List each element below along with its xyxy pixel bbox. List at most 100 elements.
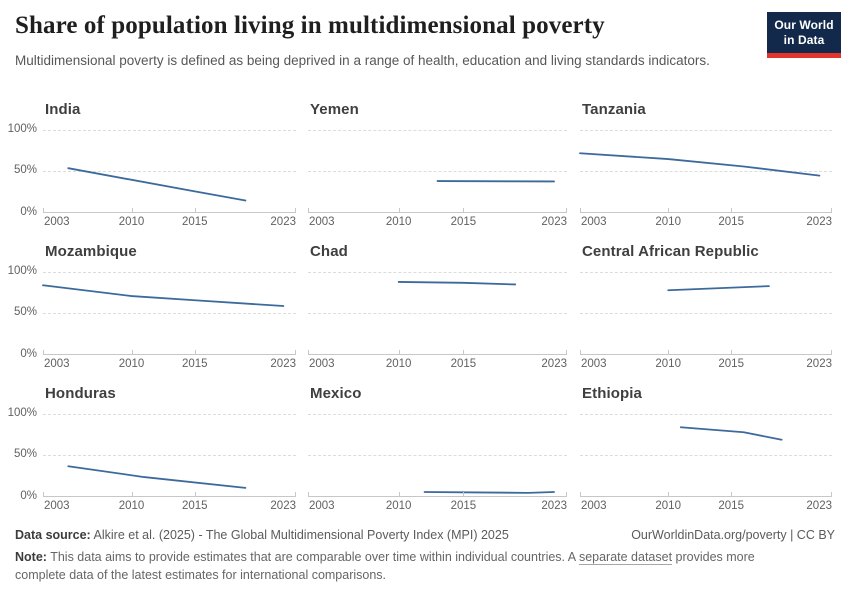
chart-panel: Ethiopia 100% 50% 0% 2003 2010 2015 2023 [580,384,832,516]
y-tick-label-0: 0% [20,348,37,360]
x-axis-labels: 2003 2010 2015 2023 [308,500,567,514]
x-tick-label: 2015 [718,500,744,512]
x-tick-label: 2010 [385,358,412,370]
x-tick-label: 2003 [581,216,607,228]
x-tick-label: 2023 [541,358,567,370]
x-axis-tick [668,350,670,355]
chart-panel: Honduras 100% 50% 0% 2003 2010 2015 2023 [5,384,296,516]
data-line [43,130,296,213]
x-axis-tick [308,208,309,213]
chart-note: Note: This data aims to provide estimate… [15,549,805,585]
x-tick-label: 2015 [718,216,744,228]
x-tick-label: 2015 [182,358,208,370]
gridline-100 [580,272,832,273]
plot-area [308,130,567,213]
x-axis-tick [43,208,44,213]
x-tick-label: 2015 [718,358,744,370]
separate-dataset-link[interactable]: separate dataset [578,550,673,565]
x-tick-label: 2010 [118,216,145,228]
note-text-before: This data aims to provide estimates that… [50,550,579,564]
panel-country-title: Central African Republic [582,243,759,260]
chart-subtitle: Multidimensional poverty is defined as b… [15,53,710,68]
x-axis-line [580,354,832,355]
x-axis-tick [194,208,196,213]
y-tick-label-100: 100% [7,265,37,277]
plot-area [580,272,832,355]
data-line [580,130,832,213]
x-axis-labels: 2003 2010 2015 2023 [43,358,296,372]
x-axis-tick [308,492,309,497]
panel-country-title: India [45,101,81,118]
x-tick-label: 2003 [581,500,607,512]
x-axis-line [580,496,832,497]
x-tick-label: 2023 [270,500,296,512]
y-tick-label-50: 50% [13,164,37,176]
chart-panel: Yemen 100% 50% 0% 2003 2010 2015 2023 [308,100,567,232]
y-tick-label-0: 0% [20,490,37,502]
x-axis-tick [131,208,133,213]
owid-url-license[interactable]: OurWorldinData.org/poverty | CC BY [631,528,835,542]
plot-area [580,414,832,497]
data-source: Data source: Alkire et al. (2025) - The … [15,528,509,542]
gridline-100 [43,130,296,131]
x-axis-tick [731,208,733,213]
data-line [580,272,832,355]
x-axis-tick [831,208,832,213]
gridline-50 [580,171,832,172]
x-axis-labels: 2003 2010 2015 2023 [580,358,832,372]
owid-logo-line2: in Data [783,33,825,47]
x-tick-label: 2023 [270,358,296,370]
gridline-50 [308,455,567,456]
note-label: Note: [15,550,47,564]
x-tick-label: 2010 [655,358,681,370]
x-axis-tick [668,208,670,213]
x-axis-tick [295,208,296,213]
x-tick-label: 2015 [182,500,208,512]
data-source-text: Alkire et al. (2025) - The Global Multid… [93,528,509,542]
data-line [308,272,567,355]
gridline-50 [308,171,567,172]
x-tick-label: 2015 [182,216,208,228]
x-tick-label: 2023 [270,216,296,228]
x-tick-label: 2010 [655,500,681,512]
gridline-100 [580,130,832,131]
x-axis-tick [295,350,296,355]
x-axis-tick [580,492,581,497]
owid-logo-line1: Our World [774,18,834,32]
panel-country-title: Tanzania [582,101,646,118]
owid-logo: Our World in Data [767,12,841,58]
gridline-50 [43,455,296,456]
x-axis-tick [463,492,465,497]
x-axis-tick [731,350,733,355]
plot-area [43,272,296,355]
panel-country-title: Ethiopia [582,385,642,402]
x-axis-tick [566,492,567,497]
data-source-label: Data source: [15,528,91,542]
x-axis-labels: 2003 2010 2015 2023 [308,358,567,372]
gridline-100 [308,130,567,131]
data-line [308,414,567,497]
data-line [43,414,296,497]
x-tick-label: 2003 [309,216,335,228]
data-line [580,414,832,497]
y-axis-labels: 100% 50% 0% [5,123,37,218]
chart-panel: Mexico 100% 50% 0% 2003 2010 2015 2023 [308,384,567,516]
x-tick-label: 2010 [655,216,681,228]
x-tick-label: 2003 [581,358,607,370]
gridline-100 [43,272,296,273]
gridline-50 [580,313,832,314]
x-axis-tick [566,208,567,213]
note-text-after: provides more complete data of the lates… [15,550,755,582]
gridline-50 [580,455,832,456]
page-title: Share of population living in multidimen… [15,12,605,39]
chart-panel: Mozambique 100% 50% 0% 2003 2010 2015 20… [5,242,296,374]
x-axis-tick [295,492,296,497]
plot-area [580,130,832,213]
x-axis-tick [43,350,44,355]
x-tick-label: 2003 [309,358,335,370]
x-axis-line [43,212,296,213]
x-axis-line [308,496,567,497]
y-tick-label-0: 0% [20,206,37,218]
x-axis-line [43,354,296,355]
x-axis-line [308,354,567,355]
